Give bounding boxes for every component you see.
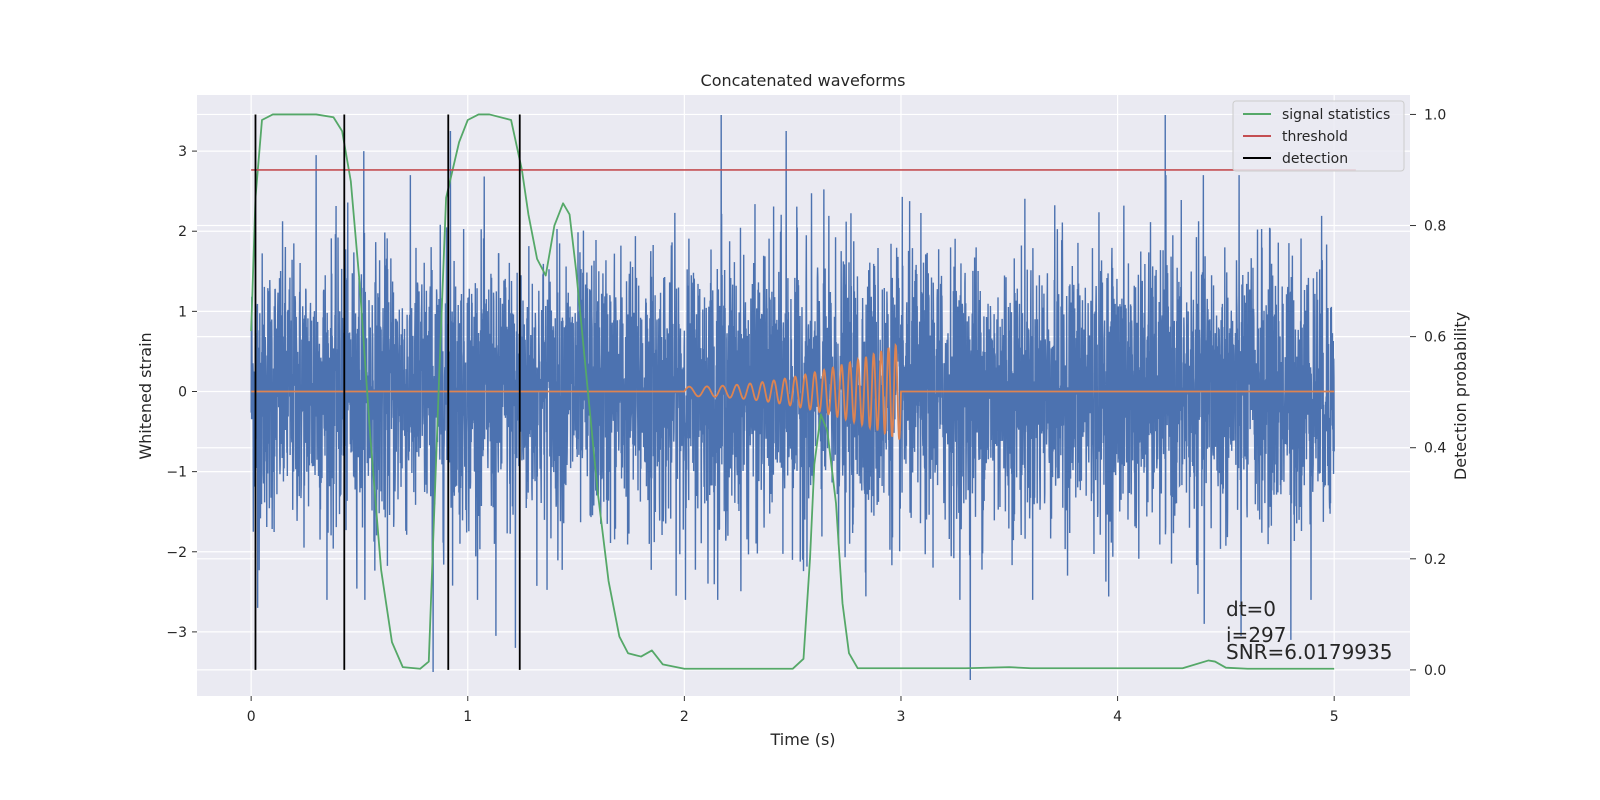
y-tick-label: −1 [166,465,187,481]
right-y-tick-label: 0.6 [1424,330,1446,346]
legend: signal statistics threshold detection [1232,100,1405,172]
legend-label-threshold: threshold [1282,129,1348,145]
x-tick-label: 0 [247,709,256,725]
chart-title: Concatenated waveforms [701,71,906,90]
plot-layer [250,113,1356,680]
annotation-index: i=297 [1226,623,1287,647]
right-y-tick-label: 0.2 [1424,552,1446,568]
right-y-tick-label: 0.0 [1424,663,1446,679]
x-tick-label: 2 [680,709,689,725]
right-y-tick-label: 0.8 [1424,219,1446,235]
y-tick-label: 2 [178,224,187,240]
right-y-tick-label: 1.0 [1424,107,1446,123]
y-axis-label: Whitened strain [136,332,155,459]
y-tick-label: 3 [178,144,187,160]
y-tick-label: −2 [166,545,187,561]
annotation-dt: dt=0 [1226,597,1276,621]
signal-statistics-line [250,113,1335,670]
right-axis-label: Detection probability [1451,312,1470,480]
legend-box [1232,100,1405,172]
legend-label-signal-statistics: signal statistics [1282,107,1390,123]
legend-label-detection: detection [1282,151,1348,167]
x-tick-label: 5 [1330,709,1339,725]
x-tick-label: 1 [463,709,472,725]
y-tick-label: 0 [178,384,187,400]
x-tick-label: 3 [897,709,906,725]
y-tick-label: 1 [178,304,187,320]
chirp-series-line [251,342,1335,440]
right-y-tick-label: 0.4 [1424,441,1446,457]
x-axis-label: Time (s) [769,730,835,749]
annotation-snr: SNR=6.0179935 [1226,640,1392,664]
x-tick-label: 4 [1113,709,1122,725]
y-tick-label: −3 [166,625,187,641]
axes: 0 1 2 3 4 5 3 2 1 0 −1 −2 −3 1.0 0.8 0.6 0.4 0.2 0.0 [166,107,1446,725]
